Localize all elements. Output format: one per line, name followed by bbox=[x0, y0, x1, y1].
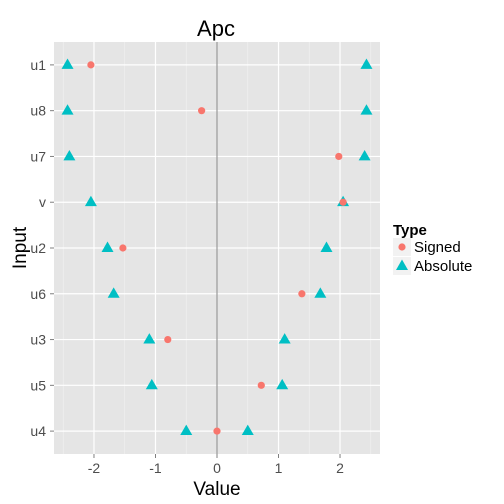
x-tick-label: 1 bbox=[275, 460, 283, 476]
absolute-point bbox=[241, 424, 254, 436]
absolute-point bbox=[360, 58, 373, 69]
absolute-point bbox=[61, 104, 74, 115]
legend-label: Signed bbox=[414, 239, 461, 256]
x-tick-label: -2 bbox=[88, 460, 101, 476]
signed-point bbox=[213, 427, 221, 435]
legend-key-circle bbox=[398, 243, 406, 251]
signed-point bbox=[298, 290, 306, 298]
signed-point bbox=[335, 152, 343, 161]
absolute-point bbox=[360, 104, 373, 115]
y-axis-ticks: u1 u8 u7 v u2 u6 u3 u5 u4 bbox=[30, 57, 54, 439]
x-tick-label: 0 bbox=[213, 460, 221, 476]
signed-point bbox=[339, 198, 347, 206]
y-tick-label: u3 bbox=[30, 332, 46, 348]
y-axis-title: Input bbox=[10, 226, 31, 269]
y-tick-label: v bbox=[39, 194, 46, 210]
y-tick-label: u1 bbox=[30, 57, 46, 73]
signed-point bbox=[87, 61, 95, 69]
x-axis-ticks: -2 -1 0 1 2 bbox=[88, 454, 344, 476]
absolute-point bbox=[107, 287, 120, 298]
absolute-point bbox=[63, 150, 76, 161]
data-points bbox=[61, 58, 373, 436]
legend-key-triangle bbox=[396, 259, 408, 270]
absolute-point bbox=[278, 333, 291, 344]
absolute-point bbox=[180, 424, 193, 436]
chart-title: Apc bbox=[197, 16, 235, 41]
x-tick-label: -1 bbox=[149, 460, 162, 476]
y-tick-label: u5 bbox=[30, 377, 46, 393]
legend-items: Signed Absolute bbox=[393, 238, 472, 275]
signed-point bbox=[164, 335, 172, 344]
signed-point bbox=[257, 381, 265, 389]
y-tick-label: u8 bbox=[30, 103, 46, 119]
absolute-point bbox=[101, 241, 114, 252]
x-axis-title: Value bbox=[193, 479, 240, 500]
absolute-point bbox=[61, 58, 74, 69]
legend-label: Absolute bbox=[414, 258, 472, 275]
absolute-point bbox=[84, 195, 97, 207]
absolute-point bbox=[143, 333, 156, 344]
legend-title: Type bbox=[393, 222, 427, 239]
absolute-point bbox=[314, 287, 327, 298]
signed-point bbox=[119, 244, 127, 252]
y-tick-label: u7 bbox=[30, 148, 46, 164]
absolute-point bbox=[320, 241, 333, 252]
absolute-point bbox=[145, 378, 158, 390]
y-tick-label: u2 bbox=[30, 240, 46, 256]
absolute-point bbox=[276, 378, 289, 390]
legend: Type Signed Absolute bbox=[393, 222, 472, 275]
absolute-point bbox=[358, 150, 371, 161]
y-tick-label: u4 bbox=[30, 423, 46, 439]
x-tick-label: 2 bbox=[336, 460, 344, 476]
y-tick-label: u6 bbox=[30, 286, 46, 302]
signed-point bbox=[198, 107, 206, 115]
